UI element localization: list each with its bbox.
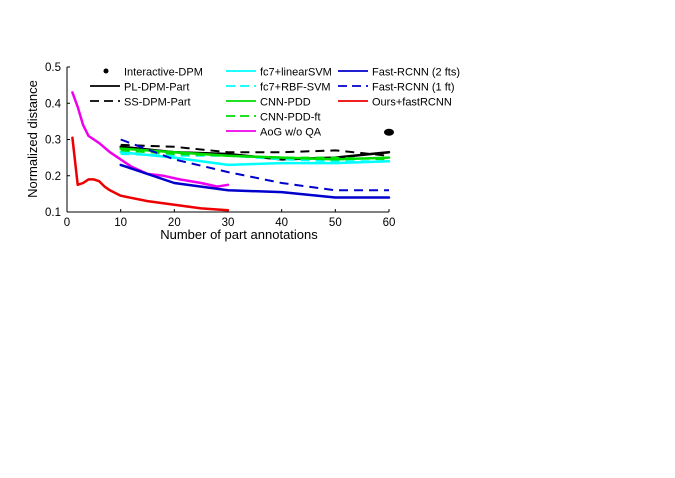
legend-label: fc7+linearSVM (260, 67, 332, 79)
legend-label: Fast-RCNN (1 ft) (372, 82, 455, 94)
x-tick-label: 10 (114, 217, 127, 229)
legend-label: Fast-RCNN (2 fts) (372, 67, 460, 79)
x-tick-label: 40 (275, 217, 288, 229)
x-tick-label: 0 (64, 217, 70, 229)
legend-item-ours-fastrcnn: Ours+fastRCNN (338, 97, 452, 109)
series-ours-fastrcnn-line (71, 136, 230, 212)
legend-item-fast-rcnn-2-fts: Fast-RCNN (2 fts) (338, 67, 460, 79)
series-layer (71, 91, 394, 212)
series-interactive-dpm-point (384, 128, 394, 136)
legend-item-fc7-rbf-svm: fc7+RBF-SVM (226, 82, 331, 94)
legend-swatch (103, 68, 109, 74)
y-tick-label: 0.2 (45, 171, 61, 183)
legend-label: fc7+RBF-SVM (260, 82, 331, 94)
y-tick-label: 0.1 (45, 207, 61, 219)
legend-label: PL-DPM-Part (124, 82, 189, 94)
legend-item-pl-dpm-part: PL-DPM-Part (90, 82, 189, 94)
y-tick-label: 0.3 (45, 135, 61, 147)
legend-item-ss-dpm-part: SS-DPM-Part (90, 97, 191, 109)
legend-label: CNN-PDD (260, 97, 311, 109)
x-axis-label: Number of part annotations (160, 227, 318, 242)
legend-item-interactive-dpm: Interactive-DPM (103, 67, 203, 79)
y-tick-label: 0.5 (45, 62, 61, 74)
y-axis-label: Normalized distance (25, 80, 40, 198)
legend-item-aog-w-o-qa: AoG w/o QA (226, 127, 322, 139)
legend-item-cnn-pdd: CNN-PDD (226, 97, 311, 109)
series-aog-w-o-qa-line (71, 91, 230, 188)
series-fast-rcnn-1-ft-line (120, 138, 389, 192)
legend-label: SS-DPM-Part (124, 97, 191, 109)
legend-label: Interactive-DPM (124, 67, 203, 79)
legend-item-cnn-pdd-ft: CNN-PDD-ft (226, 112, 321, 124)
legend-item-fast-rcnn-1-ft: Fast-RCNN (1 ft) (338, 82, 455, 94)
x-tick-label: 60 (383, 217, 396, 229)
x-tick-label: 30 (222, 217, 235, 229)
x-tick-label: 20 (168, 217, 181, 229)
x-tick-label: 50 (329, 217, 342, 229)
legend: Interactive-DPM PL-DPM-Part SS-DPM-Part fc7… (90, 67, 460, 139)
axes: 0 10 20 30 40 50 60 0.1 0.2 0.3 0.4 0.5 (45, 62, 395, 229)
legend-label: CNN-PDD-ft (260, 112, 321, 124)
legend-label: Ours+fastRCNN (372, 97, 452, 109)
y-tick-label: 0.4 (45, 98, 62, 110)
legend-item-fc7-linearsvm: fc7+linearSVM (226, 67, 332, 79)
series-fast-rcnn-2-fts-line (119, 163, 391, 199)
legend-label: AoG w/o QA (260, 127, 322, 139)
series-cnn-pdd-line (119, 147, 391, 161)
